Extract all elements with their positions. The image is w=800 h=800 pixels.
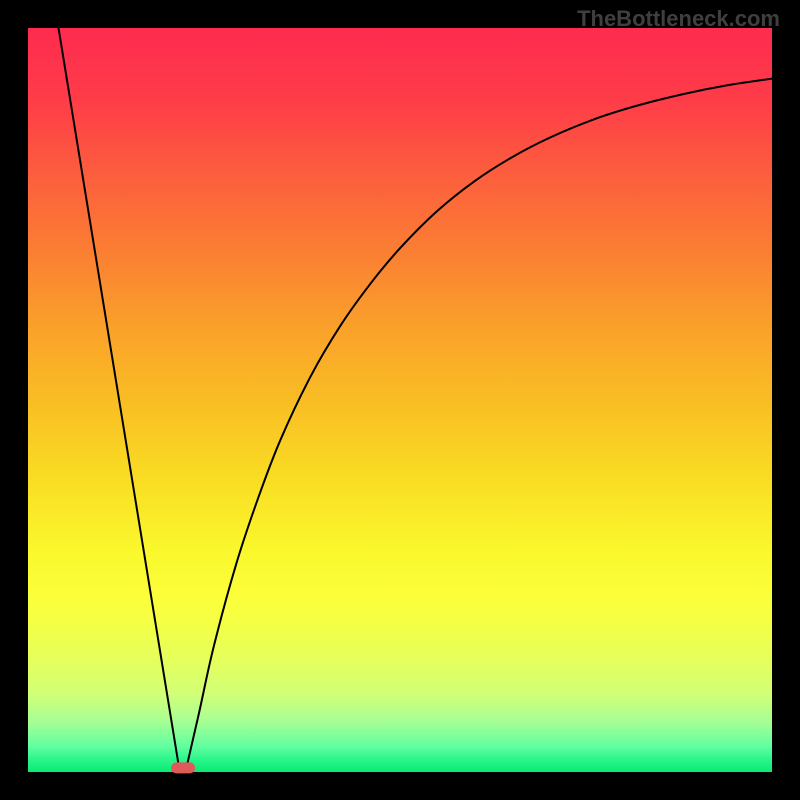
chart-frame: TheBottleneck.com bbox=[0, 0, 800, 800]
curve-right-segment bbox=[186, 79, 772, 768]
plot-area bbox=[28, 28, 772, 772]
minimum-marker bbox=[171, 762, 195, 773]
bottleneck-curve bbox=[28, 28, 772, 772]
curve-left-segment bbox=[59, 28, 180, 768]
